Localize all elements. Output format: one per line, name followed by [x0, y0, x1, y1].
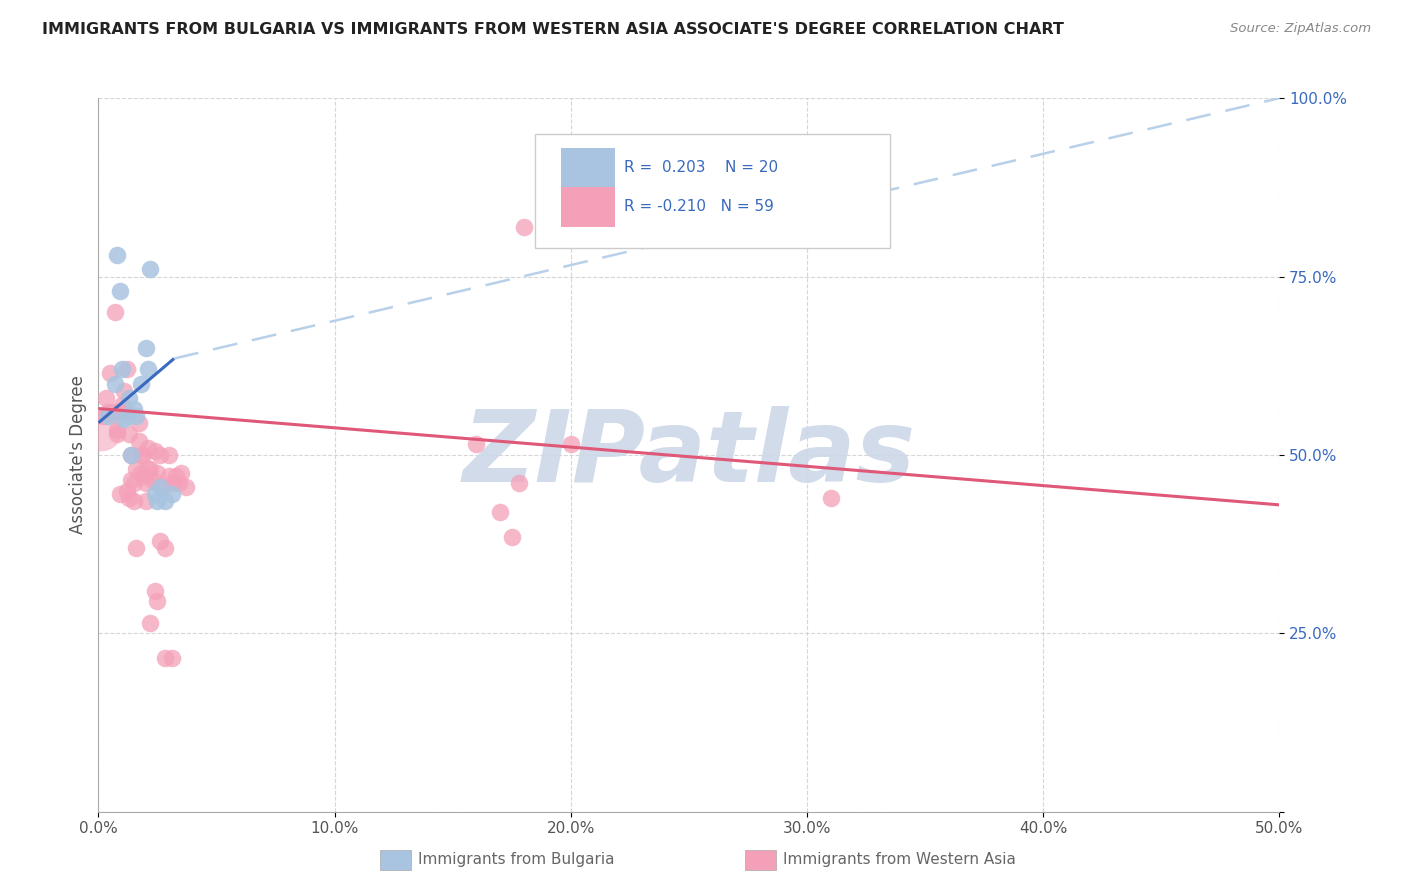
- Point: [146, 494, 169, 508]
- Point: [118, 391, 141, 405]
- Point: [501, 530, 523, 544]
- Point: [143, 444, 166, 458]
- Point: [165, 469, 187, 483]
- Point: [108, 284, 131, 298]
- Point: [108, 405, 131, 419]
- Point: [139, 615, 162, 630]
- Point: [104, 305, 127, 319]
- Point: [97, 409, 120, 423]
- Point: [560, 437, 582, 451]
- Point: [143, 487, 166, 501]
- Point: [129, 448, 152, 462]
- Text: Source: ZipAtlas.com: Source: ZipAtlas.com: [1230, 22, 1371, 36]
- Point: [101, 405, 124, 419]
- Point: [153, 541, 176, 555]
- Point: [104, 376, 127, 391]
- Bar: [561, 187, 614, 227]
- Point: [139, 262, 162, 277]
- Point: [465, 437, 488, 451]
- Point: [108, 487, 131, 501]
- Point: [150, 480, 173, 494]
- Text: Immigrants from Bulgaria: Immigrants from Bulgaria: [418, 853, 614, 867]
- Point: [98, 366, 121, 380]
- Point: [118, 426, 141, 441]
- Point: [149, 480, 172, 494]
- Text: R = -0.210   N = 59: R = -0.210 N = 59: [624, 200, 773, 214]
- Point: [160, 651, 183, 665]
- Point: [149, 533, 172, 548]
- Point: [97, 405, 120, 419]
- Point: [115, 483, 138, 498]
- Point: [142, 473, 165, 487]
- Point: [129, 376, 152, 391]
- Y-axis label: Associate's Degree: Associate's Degree: [69, 376, 87, 534]
- Point: [118, 491, 141, 505]
- Point: [167, 476, 190, 491]
- Point: [512, 219, 534, 234]
- Point: [105, 423, 128, 437]
- Point: [153, 494, 176, 508]
- Point: [136, 362, 159, 376]
- Point: [105, 426, 128, 441]
- Point: [160, 476, 183, 491]
- Point: [121, 448, 143, 462]
- Point: [132, 448, 155, 462]
- Point: [157, 469, 180, 483]
- Point: [125, 541, 148, 555]
- Point: [135, 476, 157, 491]
- Point: [91, 409, 114, 423]
- Point: [121, 448, 143, 462]
- Point: [125, 409, 148, 423]
- Point: [122, 476, 145, 491]
- Text: R =  0.203    N = 20: R = 0.203 N = 20: [624, 161, 778, 175]
- Point: [157, 448, 180, 462]
- Point: [115, 409, 138, 423]
- Point: [136, 441, 159, 455]
- Point: [170, 466, 193, 480]
- Point: [508, 476, 530, 491]
- Point: [132, 469, 155, 483]
- Point: [122, 494, 145, 508]
- Point: [105, 248, 128, 262]
- Point: [146, 594, 169, 608]
- Point: [112, 384, 135, 398]
- Point: [111, 362, 134, 376]
- Point: [129, 466, 152, 480]
- Point: [153, 651, 176, 665]
- Point: [125, 462, 148, 476]
- Point: [111, 398, 134, 412]
- Point: [128, 434, 150, 448]
- Text: Immigrants from Western Asia: Immigrants from Western Asia: [783, 853, 1017, 867]
- Bar: [561, 148, 614, 187]
- Point: [115, 405, 138, 419]
- Point: [115, 362, 138, 376]
- Point: [121, 473, 143, 487]
- Text: IMMIGRANTS FROM BULGARIA VS IMMIGRANTS FROM WESTERN ASIA ASSOCIATE'S DEGREE CORR: IMMIGRANTS FROM BULGARIA VS IMMIGRANTS F…: [42, 22, 1064, 37]
- Point: [136, 462, 159, 476]
- Point: [146, 466, 169, 480]
- Point: [94, 391, 117, 405]
- Point: [820, 491, 842, 505]
- Point: [139, 462, 162, 476]
- Point: [143, 583, 166, 598]
- FancyBboxPatch shape: [536, 134, 890, 248]
- Point: [90, 423, 112, 437]
- Point: [135, 341, 157, 355]
- Point: [174, 480, 197, 494]
- Point: [112, 412, 135, 426]
- Text: ZIPatlas: ZIPatlas: [463, 407, 915, 503]
- Point: [149, 448, 172, 462]
- Point: [122, 401, 145, 416]
- Point: [135, 494, 157, 508]
- Point: [128, 416, 150, 430]
- Point: [160, 487, 183, 501]
- Point: [489, 505, 512, 519]
